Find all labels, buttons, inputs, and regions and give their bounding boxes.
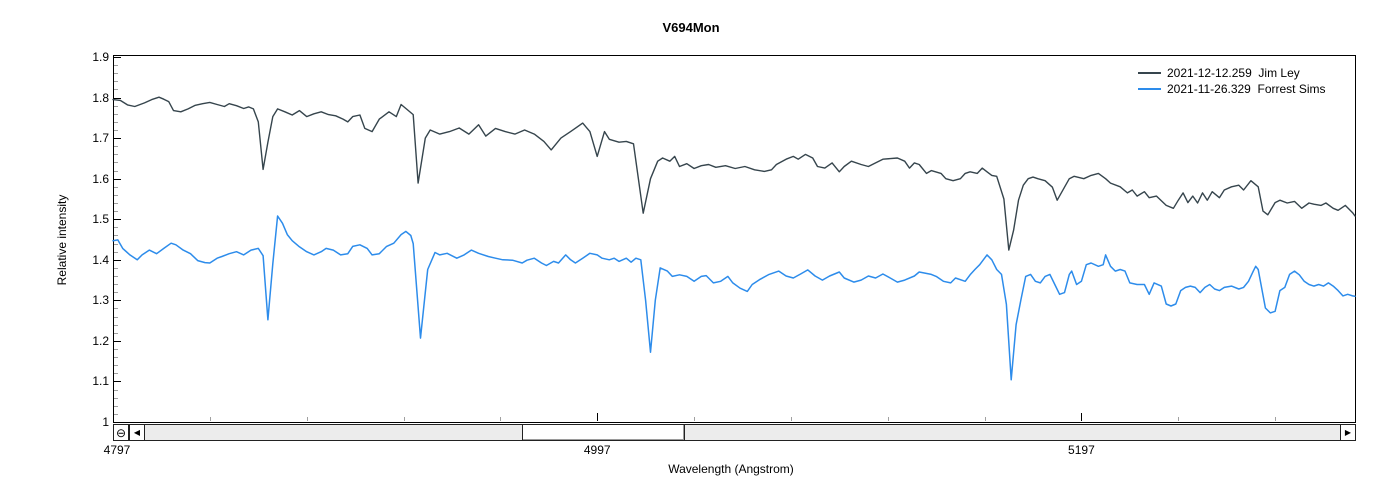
legend-label: 2021-11-26.329 Forrest Sims xyxy=(1167,82,1326,96)
y-axis-title: Relative intensity xyxy=(55,194,69,286)
major-ticks xyxy=(113,57,1082,423)
series-line-swatch xyxy=(1138,88,1161,90)
arrow-right-icon: ▶ xyxy=(1344,427,1352,437)
plot-border xyxy=(113,55,1356,423)
x-tick-label: 4997 xyxy=(583,443,611,457)
zoom-out-button[interactable]: ⊖ xyxy=(113,424,129,441)
zoom-out-icon: ⊖ xyxy=(115,425,127,440)
y-tick-label: 1.9 xyxy=(92,50,109,65)
x-tick-label: 4797 xyxy=(103,443,131,457)
legend-item: 2021-12-12.259 Jim Ley xyxy=(1138,65,1326,81)
y-tick-label: 1 xyxy=(102,415,109,429)
scroll-left-button[interactable]: ◀ xyxy=(129,424,145,441)
y-tick-label: 1.2 xyxy=(92,333,109,348)
y-tick-label: 1.8 xyxy=(92,90,109,105)
legend: 2021-12-12.259 Jim Ley 2021-11-26.329 Fo… xyxy=(1138,65,1326,97)
y-tick-label: 1.5 xyxy=(92,212,109,227)
y-tick-label: 1.1 xyxy=(92,374,109,389)
spectrum-line-forrest-sims xyxy=(112,215,1356,381)
series-line-swatch xyxy=(1138,72,1161,74)
chart-title: V694Mon xyxy=(662,20,720,35)
y-tick-label: 1.6 xyxy=(92,171,109,186)
y-tick-label: 1.4 xyxy=(92,252,109,267)
y-tick-label: 1.3 xyxy=(92,293,109,308)
legend-label: 2021-12-12.259 Jim Ley xyxy=(1167,66,1300,80)
minor-ticks xyxy=(114,65,1276,421)
scrollbar-thumb[interactable] xyxy=(522,424,685,441)
scroll-right-button[interactable]: ▶ xyxy=(1340,424,1356,441)
x-tick-label: 5197 xyxy=(1068,443,1095,457)
spectrum-line-jim-ley xyxy=(112,96,1356,251)
y-tick-label: 1.7 xyxy=(92,131,109,146)
legend-item: 2021-11-26.329 Forrest Sims xyxy=(1138,81,1326,97)
x-axis-title: Wavelength (Angstrom) xyxy=(668,462,794,476)
arrow-left-icon: ◀ xyxy=(133,427,141,437)
wavelength-scrollbar[interactable]: ⊖ ◀ ▶ xyxy=(113,424,1356,441)
